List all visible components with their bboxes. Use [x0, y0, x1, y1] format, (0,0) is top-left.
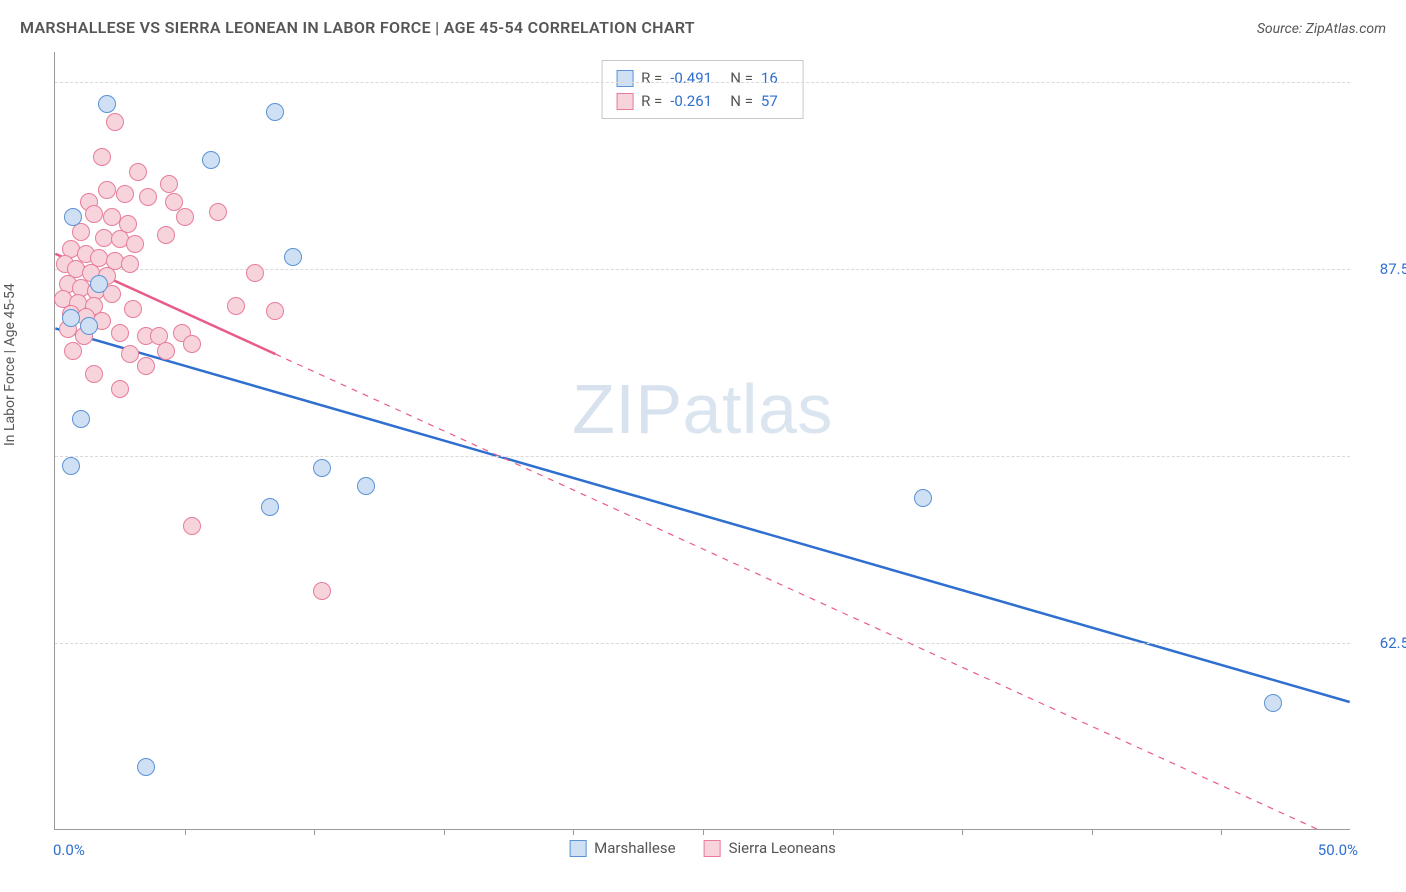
data-point	[139, 188, 157, 206]
data-point	[246, 264, 264, 282]
data-point	[124, 300, 142, 318]
data-point	[176, 208, 194, 226]
gridline	[55, 82, 1350, 83]
data-point	[157, 226, 175, 244]
data-point	[62, 457, 80, 475]
legend-swatch	[569, 840, 586, 857]
data-point	[261, 498, 279, 516]
source-credit: Source: ZipAtlas.com	[1257, 21, 1386, 37]
x-tick	[833, 829, 834, 835]
x-tick	[703, 829, 704, 835]
stats-row: R = -0.491 N = 16	[616, 67, 789, 90]
x-tick	[1092, 829, 1093, 835]
data-point	[93, 148, 111, 166]
data-point	[121, 255, 139, 273]
data-point	[914, 489, 932, 507]
x-tick	[314, 829, 315, 835]
data-point	[183, 335, 201, 353]
data-point	[313, 582, 331, 600]
data-point	[80, 317, 98, 335]
legend-swatch	[704, 840, 721, 857]
data-point	[129, 163, 147, 181]
watermark: ZIPatlas	[572, 369, 833, 449]
legend-item: Sierra Leoneans	[704, 839, 836, 857]
x-tick	[185, 829, 186, 835]
regression-lines	[55, 52, 1350, 829]
stat-r-value: -0.491	[670, 67, 722, 90]
regression-line-solid	[55, 328, 1349, 702]
data-point	[98, 95, 116, 113]
stats-row: R = -0.261 N = 57	[616, 90, 789, 113]
stat-r-label: R =	[641, 90, 662, 113]
legend-label: Marshallese	[594, 839, 675, 857]
data-point	[284, 248, 302, 266]
data-point	[357, 477, 375, 495]
data-point	[85, 205, 103, 223]
data-point	[137, 758, 155, 776]
y-tick-label: 87.5%	[1360, 260, 1406, 278]
chart-title: MARSHALLESE VS SIERRA LEONEAN IN LABOR F…	[20, 18, 695, 37]
data-point	[106, 113, 124, 131]
stat-n-label: N =	[730, 90, 753, 113]
data-point	[1264, 694, 1282, 712]
data-point	[313, 459, 331, 477]
x-tick	[1221, 829, 1222, 835]
data-point	[266, 103, 284, 121]
x-tick	[962, 829, 963, 835]
stat-r-label: R =	[641, 67, 662, 90]
gridline	[55, 643, 1350, 644]
stat-n-label: N =	[730, 67, 753, 90]
data-point	[90, 275, 108, 293]
data-point	[62, 309, 80, 327]
data-point	[98, 181, 116, 199]
legend-swatch	[616, 70, 633, 87]
data-point	[116, 185, 134, 203]
data-point	[126, 235, 144, 253]
data-point	[64, 342, 82, 360]
data-point	[137, 357, 155, 375]
series-legend: Marshallese Sierra Leoneans	[569, 839, 836, 857]
data-point	[160, 175, 178, 193]
stat-n-value: 16	[761, 67, 789, 90]
scatter-plot: ZIPatlas R =-0.491N =16R =-0.261N =57 Ma…	[54, 52, 1350, 830]
x-tick	[573, 829, 574, 835]
legend-label: Sierra Leoneans	[729, 839, 836, 857]
data-point	[72, 410, 90, 428]
data-point	[183, 517, 201, 535]
data-point	[157, 342, 175, 360]
regression-line-dashed	[275, 354, 1349, 829]
data-point	[209, 203, 227, 221]
data-point	[111, 380, 129, 398]
x-tick	[444, 829, 445, 835]
stat-r-value: -0.261	[670, 90, 722, 113]
data-point	[227, 297, 245, 315]
data-point	[85, 365, 103, 383]
stat-n-value: 57	[761, 90, 789, 113]
x-min-label: 0.0%	[53, 841, 85, 859]
data-point	[64, 208, 82, 226]
legend-swatch	[616, 93, 633, 110]
legend-item: Marshallese	[569, 839, 675, 857]
correlation-stats-box: R = -0.491 N = 16 R = -0.261 N = 57	[601, 60, 804, 119]
gridline	[55, 456, 1350, 457]
data-point	[111, 324, 129, 342]
y-tick-label: 62.5%	[1360, 634, 1406, 652]
data-point	[121, 345, 139, 363]
x-max-label: 50.0%	[1318, 841, 1358, 859]
y-axis-title: In Labor Force | Age 45-54	[2, 283, 18, 446]
data-point	[266, 302, 284, 320]
data-point	[202, 151, 220, 169]
